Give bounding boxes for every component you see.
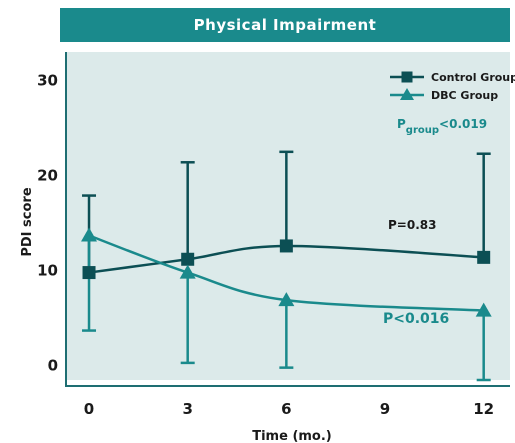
- p-value-dbc: P<0.016: [383, 311, 449, 327]
- y-tick-label: 0: [48, 357, 58, 375]
- data-point-control: [82, 266, 96, 280]
- legend-label: DBC Group: [431, 89, 498, 102]
- plot-background: [66, 52, 510, 380]
- legend-marker-triangle: [400, 88, 414, 100]
- data-point-dbc: [278, 292, 295, 307]
- data-point-control: [279, 239, 293, 253]
- p-group-subscript: group: [406, 125, 439, 136]
- legend-marker-square: [401, 71, 413, 83]
- legend-label: Control Group: [431, 71, 515, 84]
- data-point-control: [181, 252, 195, 266]
- y-axis-title: PDI score: [20, 187, 35, 256]
- y-tick-label: 30: [37, 72, 58, 90]
- x-axis-title: Time (mo.): [252, 429, 332, 443]
- data-point-dbc: [475, 302, 492, 317]
- series-line-dbc: [88, 234, 484, 312]
- p-group-main: P: [397, 117, 406, 131]
- p-value-group: Pgroup<0.019: [397, 117, 487, 136]
- data-point-dbc: [81, 227, 98, 242]
- p-group-value: <0.019: [439, 117, 487, 131]
- data-point-control: [477, 250, 491, 264]
- series-line-control: [88, 244, 484, 274]
- p-value-control: P=0.83: [388, 218, 436, 232]
- data-point-dbc: [179, 264, 196, 279]
- y-tick-label: 20: [37, 167, 58, 185]
- x-tick-label: 12: [473, 400, 494, 418]
- x-tick-label: 6: [281, 400, 291, 418]
- x-tick-label: 0: [84, 400, 94, 418]
- y-tick-label: 10: [37, 262, 58, 280]
- x-tick-label: 3: [182, 400, 192, 418]
- chart-title: Physical Impairment: [60, 8, 510, 42]
- x-tick-label: 9: [380, 400, 390, 418]
